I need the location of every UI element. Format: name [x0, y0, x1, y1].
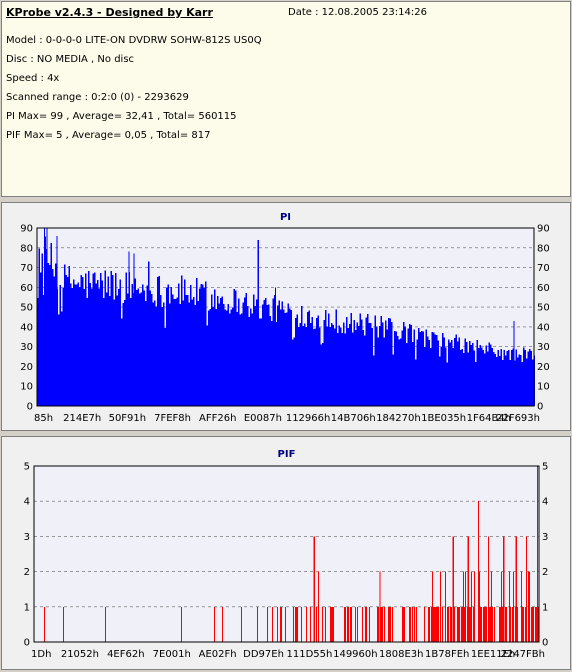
pif-ytick-right: 5 [542, 462, 548, 473]
pi-ytick-right: 70 [537, 263, 550, 274]
pi-ytick-right: 40 [537, 322, 550, 333]
pi-xtick-label: AFF26h [199, 413, 236, 424]
pif-ytick-right: 0 [542, 638, 548, 649]
pi-xtick-label: E0087h [244, 413, 282, 424]
pi-ytick-left: 50 [20, 303, 33, 314]
pi-ytick-right: 20 [537, 362, 550, 373]
pif-xtick-label: AE02Fh [199, 649, 237, 660]
pif-xtick-label: 1EE11Eh [471, 649, 515, 660]
pi-xtick-label: 7FEF8h [154, 413, 191, 424]
pif-title: PIF [278, 449, 296, 460]
pi-xtick-label: 85h [34, 413, 53, 424]
pif-ytick-right: 4 [542, 497, 548, 508]
pi-ytick-left: 0 [27, 402, 33, 413]
scan-date: Date : 12.08.2005 23:14:26 [288, 7, 427, 18]
info-panel: KProbe v2.4.3 - Designed by Karr Date : … [1, 1, 571, 197]
pi-xtick-label: 1BE035h [421, 413, 466, 424]
pif-ytick-right: 1 [542, 602, 548, 613]
pif-xtick-label: 1808E3h [379, 649, 423, 660]
pi-ytick-right: 50 [537, 303, 550, 314]
pif-bars [44, 466, 539, 642]
pif-chart-panel: PIF 0 0 1 1 2 2 3 3 4 4 5 5 1Dh 21052h 4EF62h 7E001h AE02… [1, 436, 571, 670]
pi-chart: PI 0 0 10 10 20 20 30 30 40 40 50 50 60 60 70 70 80 80 90 90… [20, 212, 550, 424]
pi-ytick-left: 20 [20, 362, 33, 373]
pi-ytick-right: 30 [537, 342, 550, 353]
info-lines: Model : 0-0-0-0 LITE-ON DVDRW SOHW-812S … [6, 35, 262, 149]
pif-summary-line: PIF Max= 5 , Average= 0,05 , Total= 817 [6, 130, 211, 141]
pi-plot-border [36, 227, 535, 407]
pif-xtick-label: 149960h [333, 649, 378, 660]
pi-ytick-right: 10 [537, 382, 550, 393]
pi-xtick-label: 22F693h [496, 413, 540, 424]
pi-xtick-label: 50F91h [109, 413, 147, 424]
pif-bar-series [44, 571, 539, 642]
pi-ytick-left: 60 [20, 283, 33, 294]
pif-ytick-left: 2 [24, 567, 30, 578]
pif-ytick-right: 3 [542, 532, 548, 543]
pif-xtick-label: 1B78FEh [425, 649, 469, 660]
pi-ytick-left: 80 [20, 243, 33, 254]
pif-xtick-label: 7E001h [153, 649, 191, 660]
pi-xtick-label: 214E7h [63, 413, 101, 424]
pi-ytick-left: 40 [20, 322, 33, 333]
pif-ytick-left: 1 [24, 602, 30, 613]
pif-ytick-left: 0 [24, 638, 30, 649]
pif-xtick-label: 21052h [61, 649, 99, 660]
pi-ytick-right: 80 [537, 243, 550, 254]
pi-xtick-label: 184270h [376, 413, 421, 424]
model-line: Model : 0-0-0-0 LITE-ON DVDRW SOHW-812S … [6, 35, 262, 46]
pif-xtick-label: 111D55h [287, 649, 333, 660]
pif-xtick-label: DD97Eh [243, 649, 284, 660]
pi-xtick-label: 112966h [286, 413, 331, 424]
pif-xtick-label: 4EF62h [107, 649, 145, 660]
disc-line: Disc : NO MEDIA , No disc [6, 54, 135, 65]
pi-ytick-right: 0 [537, 402, 543, 413]
pif-chart: PIF 0 0 1 1 2 2 3 3 4 4 5 5 1Dh 21052h 4EF62h 7E001h AE02… [24, 449, 549, 660]
pi-ytick-right: 60 [537, 283, 550, 294]
app-title: KProbe v2.4.3 - Designed by Karr [6, 6, 213, 19]
pi-ytick-left: 30 [20, 342, 33, 353]
pi-ytick-left: 10 [20, 382, 33, 393]
pi-bars [37, 228, 535, 406]
pi-title: PI [280, 212, 291, 223]
scanned-range-line: Scanned range : 0:2:0 (0) - 2293629 [6, 92, 189, 103]
pif-ytick-left: 5 [24, 462, 30, 473]
pi-xtick-label: 14B706h [331, 413, 376, 424]
pif-plot-border [33, 465, 540, 643]
pi-summary-line: PI Max= 99 , Average= 32,41 , Total= 560… [6, 111, 237, 122]
pif-xtick-label: 1Dh [31, 649, 51, 660]
pif-xtick-label: 2247FBh [501, 649, 545, 660]
pi-ytick-right: 90 [537, 224, 550, 235]
pi-xtick-label: 1F64B4h [467, 413, 511, 424]
pi-ytick-left: 90 [20, 224, 33, 235]
pi-chart-panel: PI 0 0 10 10 20 20 30 30 40 40 50 50 60 60 70 70 80 80 90 90… [1, 202, 571, 431]
pif-ytick-left: 4 [24, 497, 30, 508]
speed-line: Speed : 4x [6, 73, 60, 84]
pif-ytick-left: 3 [24, 532, 30, 543]
pi-ytick-left: 70 [20, 263, 33, 274]
pif-ytick-right: 2 [542, 567, 548, 578]
